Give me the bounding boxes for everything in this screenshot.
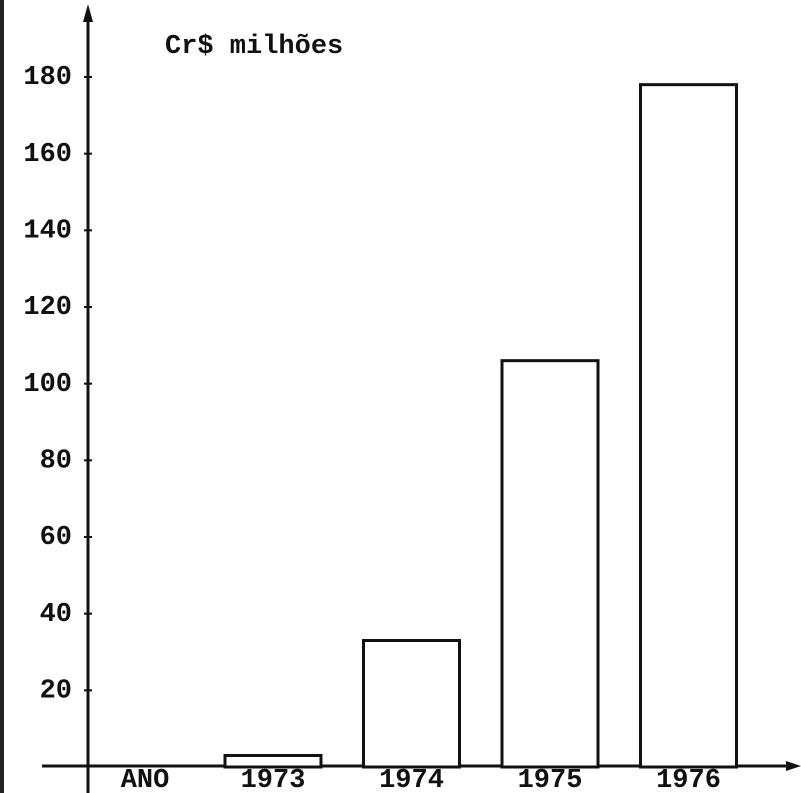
y-tick-label: 140 — [23, 216, 72, 246]
x-axis-arrow — [786, 761, 801, 771]
x-axis-label: ANO — [121, 766, 170, 793]
y-tick-label: 40 — [40, 600, 72, 630]
y-tick-label: 80 — [40, 446, 72, 476]
y-tick-label: 160 — [23, 140, 72, 170]
x-tick-label: 1976 — [656, 766, 721, 793]
y-tick-label: 60 — [40, 523, 72, 553]
y-tick-label: 120 — [23, 293, 72, 323]
y-tick-label: 20 — [40, 676, 72, 706]
bar — [500, 359, 600, 769]
bar — [362, 639, 461, 769]
bar — [223, 754, 323, 769]
x-tick-label: 1974 — [379, 766, 444, 793]
y-axis-label: Cr$ milhões — [165, 32, 343, 62]
x-tick-label: 1973 — [241, 766, 306, 793]
bar — [639, 83, 738, 769]
y-axis-arrow — [83, 4, 93, 22]
y-tick-label: 100 — [23, 370, 72, 400]
y-tick-label: 180 — [23, 63, 72, 93]
x-tick-label: 1975 — [518, 766, 583, 793]
scan-edge — [0, 0, 4, 793]
